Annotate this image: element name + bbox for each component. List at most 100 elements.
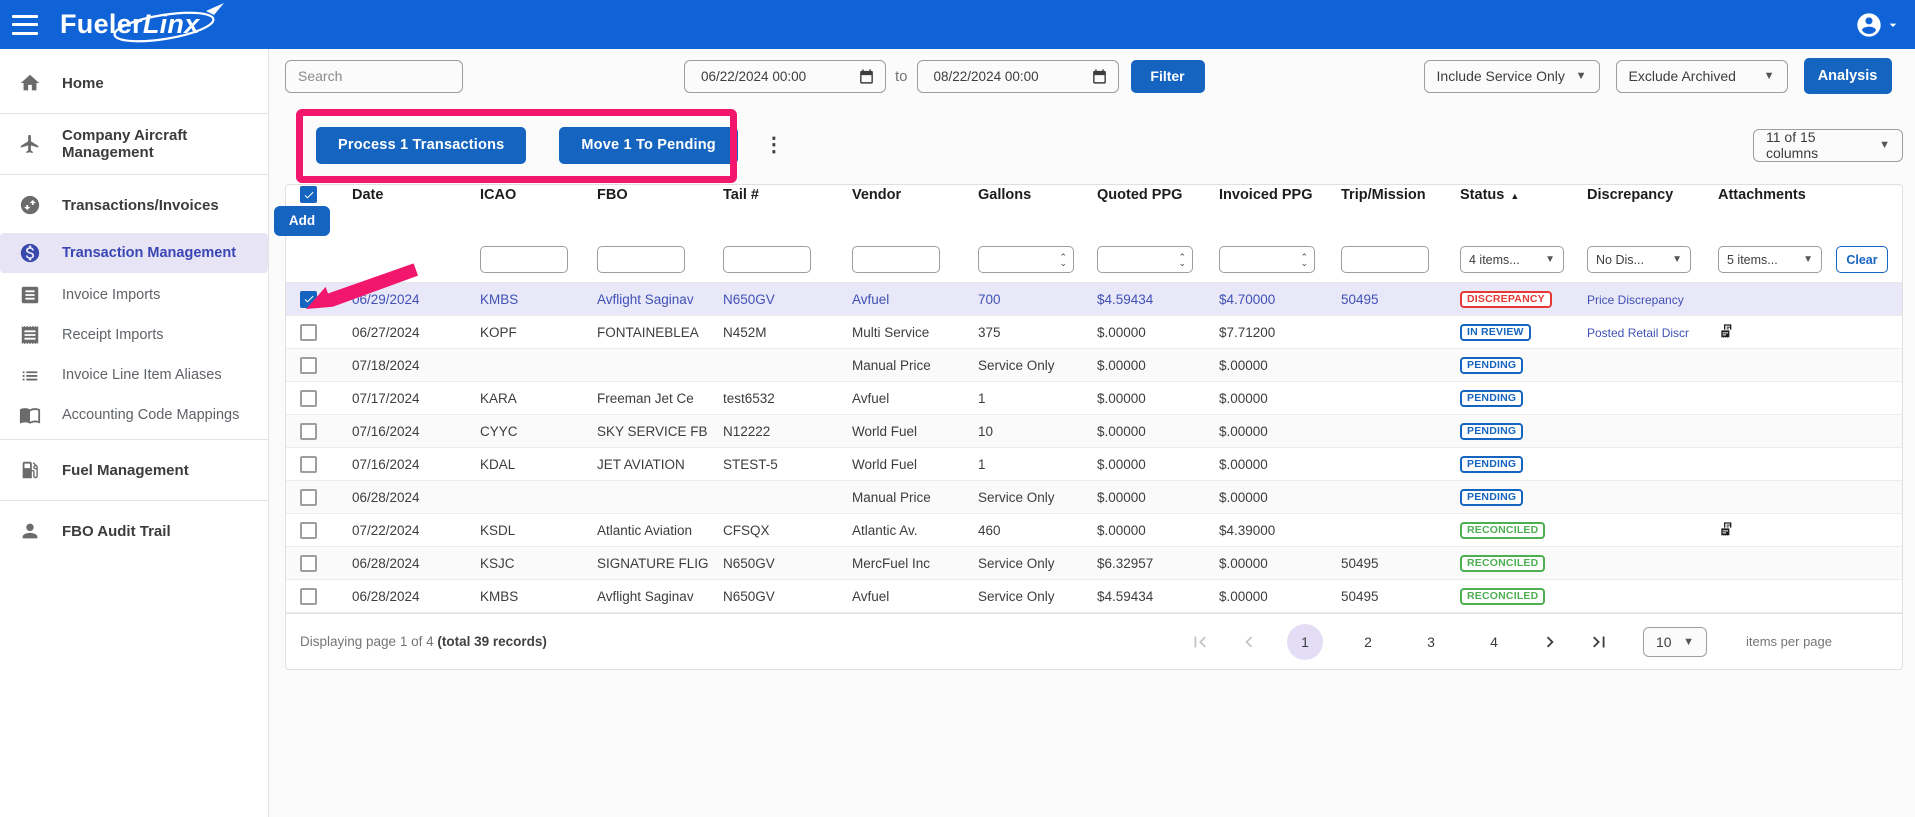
- receipt-attachment-icon[interactable]: [1718, 327, 1734, 342]
- previous-page-icon[interactable]: [1238, 631, 1260, 653]
- trip-mission-filter-input[interactable]: [1341, 246, 1429, 273]
- status-filter-dropdown[interactable]: 4 items...▼: [1460, 246, 1564, 273]
- discrepancy-filter-dropdown[interactable]: No Dis...▼: [1587, 246, 1691, 273]
- icao-filter-input[interactable]: [480, 246, 568, 273]
- tail-filter-input[interactable]: [723, 246, 811, 273]
- sidebar-item-fbo-audit-trail[interactable]: FBO Audit Trail: [0, 505, 268, 557]
- sidebar-item-company-aircraft-management[interactable]: Company Aircraft Management: [0, 118, 268, 170]
- more-options-icon[interactable]: ⋮: [764, 135, 784, 155]
- cell-quoted-ppg: $6.32957: [1089, 556, 1211, 571]
- table-row[interactable]: 06/29/2024 KMBS Avflight Saginav N650GV …: [286, 283, 1902, 316]
- sidebar-item-receipt-imports[interactable]: Receipt Imports: [0, 315, 268, 355]
- cell-tail: CFSQX: [715, 523, 844, 538]
- sidebar-item-accounting-code-mappings[interactable]: Accounting Code Mappings: [0, 395, 268, 435]
- chevron-down-icon[interactable]: [1885, 17, 1901, 33]
- cell-quoted-ppg: $.00000: [1089, 391, 1211, 406]
- column-header-trip-mission[interactable]: Trip/Mission: [1333, 187, 1452, 203]
- account-menu[interactable]: [1855, 11, 1901, 39]
- row-checkbox[interactable]: [300, 357, 317, 374]
- calendar-icon[interactable]: [858, 68, 875, 85]
- column-header-invoiced-ppg[interactable]: Invoiced PPG: [1211, 187, 1333, 203]
- include-service-only-dropdown[interactable]: Include Service Only ▼: [1424, 60, 1600, 93]
- table-row[interactable]: 07/18/2024 Manual Price Service Only $.0…: [286, 349, 1902, 382]
- page-button-1[interactable]: 1: [1287, 624, 1323, 660]
- attachments-filter-dropdown[interactable]: 5 items...▼: [1718, 246, 1822, 273]
- quoted-ppg-filter-stepper[interactable]: ⌃⌄: [1097, 246, 1193, 273]
- column-header-discrepancy[interactable]: Discrepancy: [1579, 187, 1710, 203]
- row-checkbox[interactable]: [300, 456, 317, 473]
- column-header-quoted-ppg[interactable]: Quoted PPG: [1089, 187, 1211, 203]
- column-header-date[interactable]: Date: [344, 187, 472, 203]
- table-row[interactable]: 06/27/2024 KOPF FONTAINEBLEA N452M Multi…: [286, 316, 1902, 349]
- date-from-field[interactable]: [684, 60, 886, 93]
- page-button-3[interactable]: 3: [1413, 624, 1449, 660]
- fbo-filter-input[interactable]: [597, 246, 685, 273]
- search-input[interactable]: [285, 60, 463, 93]
- page-button-4[interactable]: 4: [1476, 624, 1512, 660]
- columns-dropdown[interactable]: 11 of 15 columns ▼: [1753, 129, 1903, 162]
- row-checkbox[interactable]: [300, 588, 317, 605]
- analysis-button[interactable]: Analysis: [1804, 58, 1892, 94]
- menu-icon[interactable]: [12, 15, 38, 35]
- table-row[interactable]: 07/16/2024 CYYC SKY SERVICE FB N12222 Wo…: [286, 415, 1902, 448]
- first-page-icon[interactable]: [1189, 631, 1211, 653]
- cell-gallons: 375: [970, 325, 1089, 340]
- table-row[interactable]: 07/16/2024 KDAL JET AVIATION STEST-5 Wor…: [286, 448, 1902, 481]
- stepper-arrows-icon[interactable]: ⌃⌄: [1300, 254, 1308, 266]
- sidebar-item-transaction-management[interactable]: Transaction Management: [0, 233, 268, 273]
- row-checkbox[interactable]: [300, 522, 317, 539]
- filter-button[interactable]: Filter: [1131, 60, 1205, 93]
- table-row[interactable]: 07/22/2024 KSDL Atlantic Aviation CFSQX …: [286, 514, 1902, 547]
- move-to-pending-button[interactable]: Move 1 To Pending: [559, 127, 737, 164]
- airplane-icon: [18, 132, 42, 156]
- row-checkbox[interactable]: [300, 555, 317, 572]
- discrepancy-link[interactable]: Price Discrepancy: [1587, 293, 1684, 307]
- sidebar-item-fuel-management[interactable]: Fuel Management: [0, 444, 268, 496]
- next-page-icon[interactable]: [1539, 631, 1561, 653]
- select-all-checkbox[interactable]: [300, 186, 317, 203]
- vendor-filter-input[interactable]: [852, 246, 940, 273]
- column-header-attachments[interactable]: Attachments: [1710, 187, 1786, 203]
- row-checkbox[interactable]: [300, 423, 317, 440]
- sidebar-item-invoice-line-item-aliases[interactable]: Invoice Line Item Aliases: [0, 355, 268, 395]
- items-per-page-dropdown[interactable]: 10 ▼: [1643, 627, 1707, 657]
- invoiced-ppg-filter-stepper[interactable]: ⌃⌄: [1219, 246, 1315, 273]
- add-transaction-button[interactable]: Add: [274, 206, 330, 236]
- column-header-status[interactable]: Status▲: [1452, 187, 1579, 203]
- stepper-arrows-icon[interactable]: ⌃⌄: [1178, 254, 1186, 266]
- exclude-archived-dropdown[interactable]: Exclude Archived ▼: [1616, 60, 1788, 93]
- page-button-2[interactable]: 2: [1350, 624, 1386, 660]
- column-header-fbo[interactable]: FBO: [589, 187, 715, 203]
- cell-invoiced-ppg: $.00000: [1211, 556, 1333, 571]
- receipt-attachment-icon[interactable]: [1718, 525, 1734, 540]
- column-header-vendor[interactable]: Vendor: [844, 187, 970, 203]
- status-badge: RECONCILED: [1460, 522, 1545, 539]
- row-checkbox[interactable]: [300, 489, 317, 506]
- date-to-input[interactable]: [932, 68, 1072, 85]
- cell-vendor: Atlantic Av.: [844, 523, 970, 538]
- column-header-gallons[interactable]: Gallons: [970, 187, 1089, 203]
- date-to-field[interactable]: [917, 60, 1119, 93]
- row-checkbox[interactable]: [300, 324, 317, 341]
- table-row[interactable]: 06/28/2024 KSJC SIGNATURE FLIG N650GV Me…: [286, 547, 1902, 580]
- row-checkbox[interactable]: [300, 291, 317, 308]
- account-circle-icon[interactable]: [1855, 11, 1883, 39]
- table-row[interactable]: 06/28/2024 Manual Price Service Only $.0…: [286, 481, 1902, 514]
- sidebar-item-home[interactable]: Home: [0, 57, 268, 109]
- date-from-input[interactable]: [699, 68, 839, 85]
- row-checkbox[interactable]: [300, 390, 317, 407]
- process-transactions-button[interactable]: Process 1 Transactions: [316, 127, 526, 164]
- clear-filters-button[interactable]: Clear: [1836, 246, 1888, 273]
- sidebar-item-transactions-invoices[interactable]: Transactions/Invoices: [0, 179, 268, 231]
- gallons-filter-stepper[interactable]: ⌃⌄: [978, 246, 1074, 273]
- last-page-icon[interactable]: [1588, 631, 1610, 653]
- table-row[interactable]: 07/17/2024 KARA Freeman Jet Ce test6532 …: [286, 382, 1902, 415]
- stepper-arrows-icon[interactable]: ⌃⌄: [1059, 254, 1067, 266]
- column-header-tail[interactable]: Tail #: [715, 187, 844, 203]
- sidebar-item-invoice-imports[interactable]: Invoice Imports: [0, 275, 268, 315]
- calendar-icon[interactable]: [1091, 68, 1108, 85]
- discrepancy-link[interactable]: Posted Retail Discr: [1587, 326, 1689, 340]
- cell-fbo: Avflight Saginav: [589, 292, 715, 307]
- table-row[interactable]: 06/28/2024 KMBS Avflight Saginav N650GV …: [286, 580, 1902, 613]
- column-header-icao[interactable]: ICAO: [472, 187, 589, 203]
